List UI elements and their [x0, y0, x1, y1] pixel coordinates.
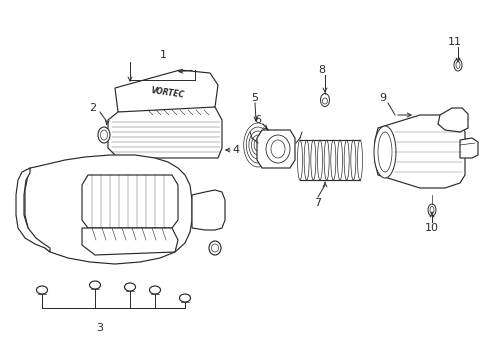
Text: 10: 10 [424, 223, 438, 233]
Ellipse shape [320, 94, 329, 107]
Ellipse shape [455, 62, 459, 68]
Text: 7: 7 [314, 198, 321, 208]
Polygon shape [257, 130, 294, 168]
Ellipse shape [243, 123, 272, 167]
Polygon shape [192, 190, 224, 230]
Ellipse shape [337, 140, 342, 180]
Text: 9: 9 [379, 93, 386, 103]
Ellipse shape [344, 140, 348, 180]
Ellipse shape [98, 127, 110, 143]
Ellipse shape [179, 294, 190, 302]
Ellipse shape [310, 140, 315, 180]
Ellipse shape [330, 140, 335, 180]
Text: 2: 2 [89, 103, 96, 113]
Ellipse shape [254, 139, 262, 151]
Text: 5: 5 [251, 93, 258, 103]
Text: 1: 1 [159, 50, 166, 60]
Ellipse shape [453, 59, 461, 71]
Ellipse shape [373, 126, 395, 178]
Text: 11: 11 [447, 37, 461, 47]
Ellipse shape [208, 241, 221, 255]
Polygon shape [459, 138, 477, 158]
Ellipse shape [324, 140, 328, 180]
Ellipse shape [427, 204, 435, 216]
Ellipse shape [89, 281, 101, 289]
Ellipse shape [265, 135, 289, 163]
Text: 4: 4 [231, 145, 239, 155]
Ellipse shape [429, 207, 433, 213]
Ellipse shape [350, 140, 355, 180]
Ellipse shape [270, 140, 285, 158]
Ellipse shape [211, 244, 218, 252]
Ellipse shape [377, 132, 391, 172]
Polygon shape [115, 70, 218, 118]
Text: VORTEC: VORTEC [150, 86, 185, 100]
Ellipse shape [149, 286, 160, 294]
Text: 6: 6 [254, 115, 261, 125]
Ellipse shape [37, 286, 47, 294]
Ellipse shape [322, 98, 327, 104]
Ellipse shape [248, 131, 266, 159]
Ellipse shape [246, 127, 269, 163]
Text: 3: 3 [96, 323, 103, 333]
Polygon shape [108, 107, 222, 158]
Ellipse shape [251, 135, 264, 155]
Ellipse shape [124, 283, 135, 291]
Ellipse shape [297, 140, 302, 180]
Ellipse shape [304, 140, 308, 180]
Ellipse shape [101, 130, 107, 140]
Ellipse shape [357, 140, 362, 180]
Polygon shape [374, 115, 464, 188]
Polygon shape [437, 108, 467, 132]
Ellipse shape [317, 140, 322, 180]
Text: 8: 8 [318, 65, 325, 75]
Polygon shape [25, 155, 192, 264]
Polygon shape [82, 228, 178, 255]
Polygon shape [82, 175, 178, 228]
Polygon shape [16, 168, 50, 252]
